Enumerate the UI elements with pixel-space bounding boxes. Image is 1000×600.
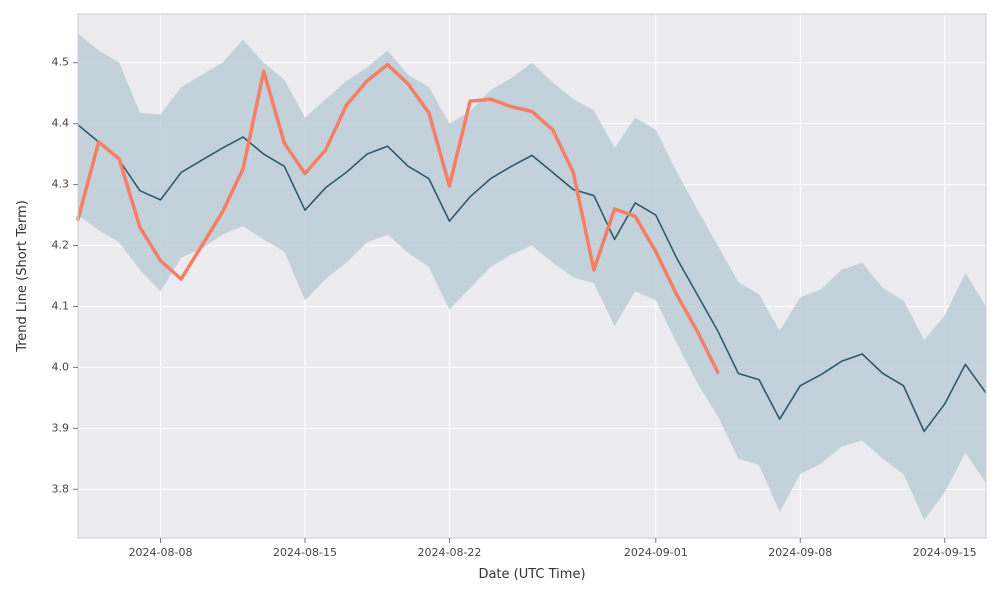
xtick-label: 2024-09-15 <box>913 546 977 559</box>
ytick-label: 4.3 <box>52 178 70 191</box>
x-axis-label: Date (UTC Time) <box>478 567 585 582</box>
ytick-label: 3.9 <box>52 421 70 434</box>
trend-chart: 3.8 3.9 4.0 4.1 4.2 4.3 4.4 4.5 2024-08-08 2024-0… <box>0 0 1000 600</box>
xtick-label: 2024-09-01 <box>624 546 688 559</box>
xtick-label: 2024-08-08 <box>129 546 193 559</box>
xtick-label: 2024-09-08 <box>768 546 832 559</box>
ytick-label: 3.8 <box>52 482 70 495</box>
y-axis-label: Trend Line (Short Term) <box>15 200 30 353</box>
xtick-label: 2024-08-22 <box>417 546 481 559</box>
xtick-label: 2024-08-15 <box>273 546 337 559</box>
ytick-label: 4.5 <box>52 56 70 69</box>
ytick-label: 4.4 <box>52 117 70 130</box>
chart-svg: 3.8 3.9 4.0 4.1 4.2 4.3 4.4 4.5 2024-08-08 2024-0… <box>0 0 1000 600</box>
ytick-label: 4.0 <box>52 360 70 373</box>
ytick-label: 4.2 <box>52 239 70 252</box>
ytick-label: 4.1 <box>52 299 70 312</box>
